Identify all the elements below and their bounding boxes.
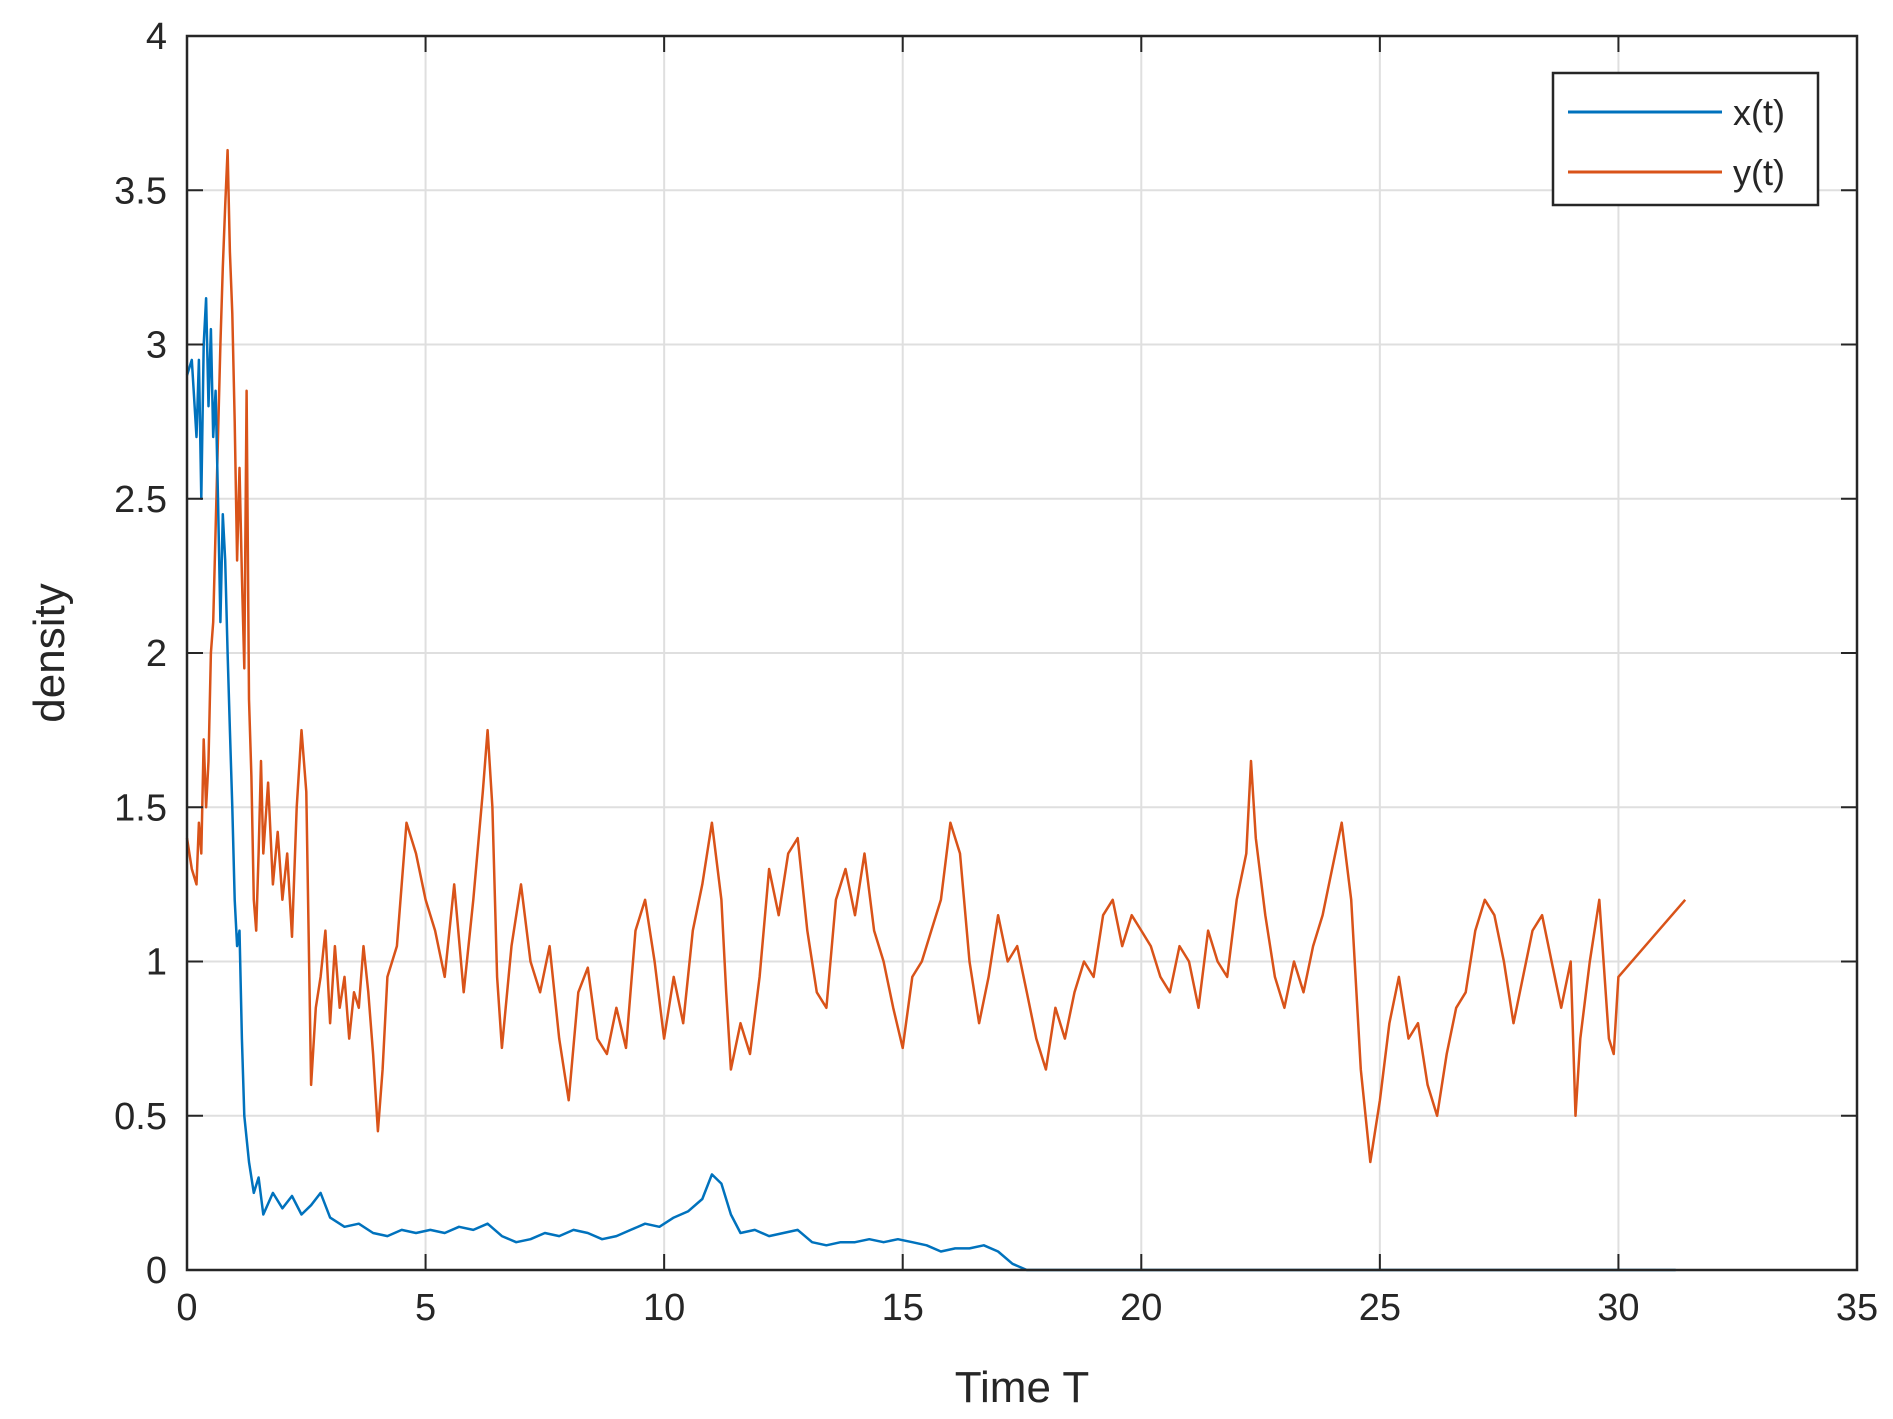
y-tick-label: 3.5 xyxy=(114,170,167,212)
y-tick-label: 0.5 xyxy=(114,1096,167,1138)
legend-label-x: x(t) xyxy=(1733,92,1785,133)
x-tick-label: 5 xyxy=(415,1287,436,1329)
x-tick-label: 15 xyxy=(882,1287,924,1329)
y-tick-label: 1.5 xyxy=(114,787,167,829)
x-tick-label: 30 xyxy=(1597,1287,1639,1329)
y-tick-label: 0 xyxy=(146,1250,167,1292)
series-line-x xyxy=(185,296,1676,1272)
legend: x(t) y(t) xyxy=(1551,71,1820,207)
x-axis-label: Time T xyxy=(955,1363,1089,1412)
x-tick-label: 0 xyxy=(176,1287,197,1329)
x-tick-label: 35 xyxy=(1836,1287,1878,1329)
x-tick-labels: 0 5 10 15 20 25 30 35 xyxy=(176,1287,1878,1329)
x-tick-label: 25 xyxy=(1359,1287,1401,1329)
y-tick-label: 2 xyxy=(146,633,167,675)
y-tick-label: 1 xyxy=(146,942,167,984)
axis-ticks xyxy=(186,35,1858,1271)
series-line-y xyxy=(185,148,1687,1164)
y-tick-label: 2.5 xyxy=(114,479,167,521)
series-layer xyxy=(185,148,1687,1272)
y-tick-labels: 0 0.5 1 1.5 2 2.5 3 3.5 4 xyxy=(114,16,167,1292)
x-tick-label: 20 xyxy=(1120,1287,1162,1329)
y-tick-label: 3 xyxy=(146,325,167,367)
y-axis-label: density xyxy=(25,583,74,722)
y-tick-label: 4 xyxy=(146,16,167,58)
legend-box xyxy=(1551,71,1820,207)
x-tick-label: 10 xyxy=(643,1287,685,1329)
legend-label-y: y(t) xyxy=(1733,152,1785,193)
grid-lines xyxy=(187,36,1857,1270)
